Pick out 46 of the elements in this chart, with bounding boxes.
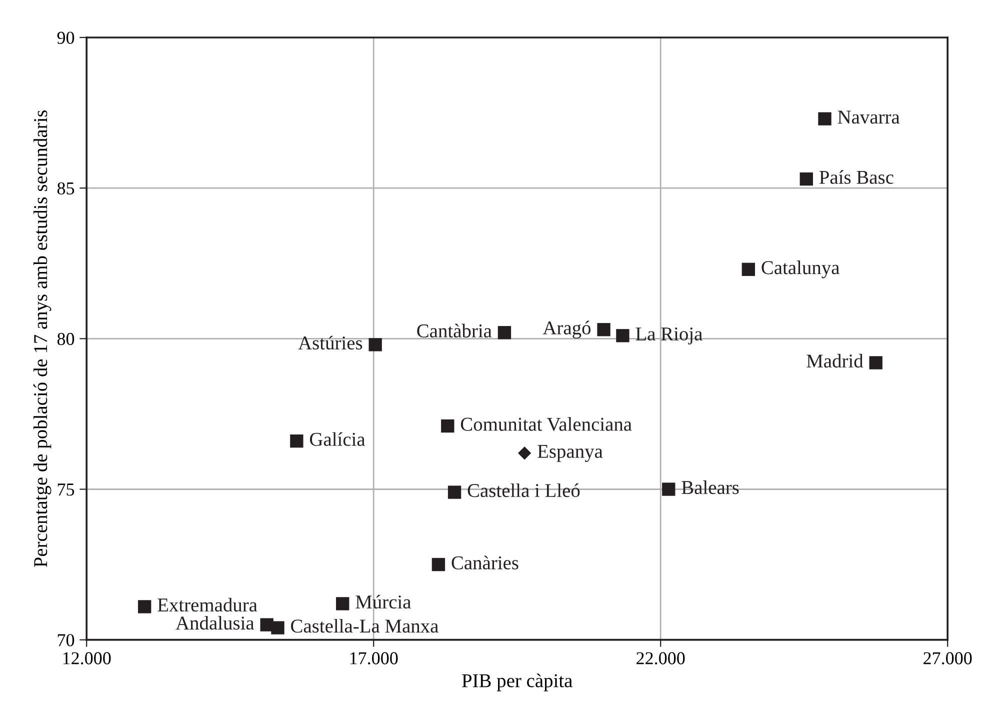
x-tick-label: 12.000 bbox=[63, 652, 111, 664]
point bbox=[498, 326, 512, 340]
series-label: Espanya bbox=[538, 444, 603, 462]
point bbox=[597, 323, 610, 336]
series-label: Extremadura bbox=[158, 598, 258, 612]
series-label: Galícia bbox=[310, 432, 366, 446]
series-label: Múrcia bbox=[356, 594, 411, 609]
point bbox=[432, 558, 446, 572]
x-tick-label: 27.000 bbox=[924, 652, 972, 664]
series-label: Balears bbox=[682, 480, 739, 494]
y-axis-title: Percentatge de població de 17 anys amb estudis secundaris bbox=[33, 110, 52, 568]
y-tick-label: 80 bbox=[57, 332, 74, 346]
series-label: Canàries bbox=[452, 556, 518, 570]
y-tick-label: 75 bbox=[58, 484, 74, 496]
y-tick-label: 85 bbox=[57, 182, 74, 195]
point bbox=[368, 338, 382, 352]
y-tick-label: 90 bbox=[57, 32, 74, 44]
point bbox=[336, 597, 350, 610]
series-label: Castella-La Manxa bbox=[291, 618, 438, 633]
point bbox=[869, 356, 882, 370]
series-label: Catalunya bbox=[762, 260, 840, 278]
series-label: Astúries bbox=[298, 336, 362, 350]
point bbox=[290, 434, 304, 448]
series-label: La Rioja bbox=[636, 327, 702, 344]
point bbox=[138, 600, 152, 614]
series-label: País Basc bbox=[819, 170, 894, 184]
point bbox=[616, 329, 630, 342]
x-tick-label: 17.000 bbox=[350, 652, 398, 664]
point bbox=[662, 482, 676, 496]
point bbox=[742, 262, 755, 276]
point bbox=[818, 112, 832, 126]
series-label: Castella i Lleó bbox=[468, 483, 580, 498]
point bbox=[441, 419, 454, 433]
x-axis-title: PIB per càpita bbox=[462, 674, 572, 692]
point bbox=[518, 446, 532, 460]
point bbox=[260, 618, 274, 632]
point bbox=[800, 172, 813, 186]
y-tick-label: 70 bbox=[58, 634, 74, 646]
x-tick-label: 22.000 bbox=[636, 652, 685, 664]
series-label: Comunitat Valenciana bbox=[460, 417, 632, 431]
series-label: Aragó bbox=[542, 320, 591, 338]
point bbox=[448, 486, 462, 499]
series-label: Madrid bbox=[806, 354, 864, 368]
series-label: Navarra bbox=[838, 110, 900, 124]
series-label: Cantàbria bbox=[417, 324, 492, 338]
series-label: Andalusia bbox=[176, 616, 254, 630]
